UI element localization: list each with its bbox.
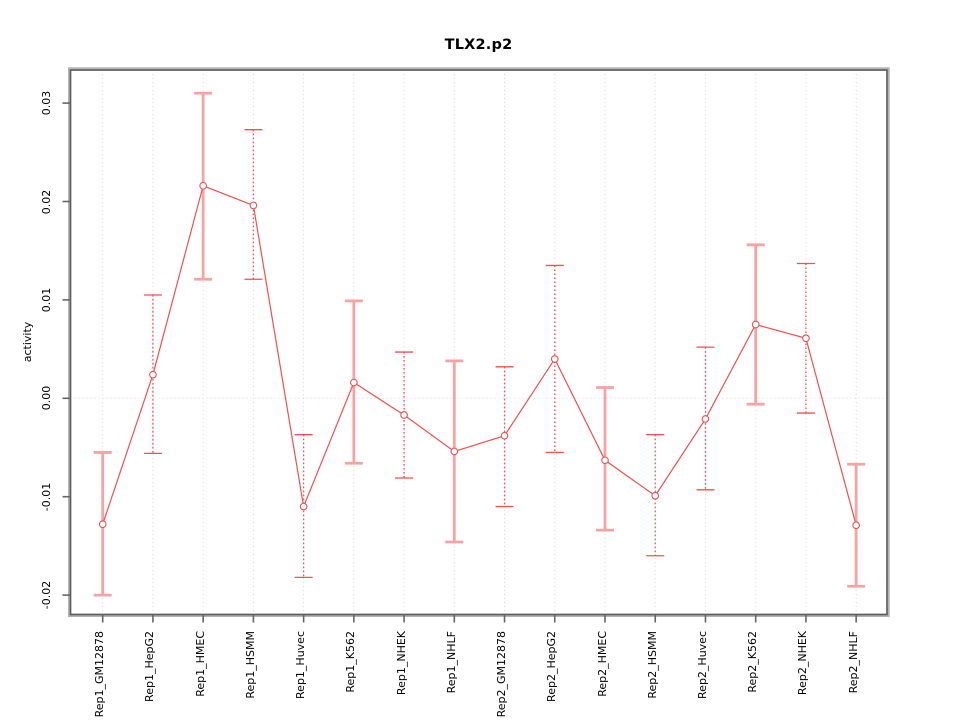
data-point xyxy=(98,520,107,529)
x-tick-label: Rep1_NHEK xyxy=(394,631,408,696)
x-tick-label: Rep1_GM12878 xyxy=(93,631,107,718)
data-point xyxy=(249,201,258,210)
y-tick-label: -0.01 xyxy=(40,482,53,511)
plot-frame xyxy=(69,69,888,616)
y-tick-label: 0.00 xyxy=(40,386,53,411)
data-point xyxy=(751,320,760,329)
x-tick-label: Rep2_GM12878 xyxy=(495,631,509,718)
x-tick-label: Rep1_HMEC xyxy=(193,631,207,697)
data-point xyxy=(651,491,660,500)
data-point xyxy=(550,355,559,363)
x-tick-label: Rep2_NHEK xyxy=(796,631,810,696)
x-tick-label: Rep2_NHLF xyxy=(846,631,860,694)
data-point xyxy=(350,378,358,387)
data-point xyxy=(852,521,861,530)
data-line xyxy=(102,184,857,526)
y-tick-label: 0.02 xyxy=(40,189,53,214)
data-point xyxy=(450,447,459,456)
x-tick-label: Rep1_HepG2 xyxy=(143,631,157,702)
x-tick-label: Rep2_HSMM xyxy=(645,631,659,699)
data-point xyxy=(400,411,408,419)
x-tick-label: Rep2_HMEC xyxy=(595,631,609,697)
plot-frame-outer xyxy=(68,67,890,618)
x-tick-label: Rep1_HSMM xyxy=(243,631,257,699)
x-tick-label: Rep1_K562 xyxy=(344,631,358,693)
data-point xyxy=(802,334,810,343)
x-tick-label: Rep2_HepG2 xyxy=(545,631,559,702)
y-tick-label: 0.03 xyxy=(40,90,53,116)
chart-title: TLX2.p2 xyxy=(444,37,513,53)
x-tick-label: Rep2_K562 xyxy=(746,631,760,693)
x-tick-label: Rep2_Huvec xyxy=(695,631,709,699)
data-point xyxy=(199,181,208,190)
data-point xyxy=(500,431,509,440)
x-tick-label: Rep1_Huvec xyxy=(294,631,308,699)
data-point xyxy=(601,456,609,465)
y-tick-label: 0.01 xyxy=(40,287,53,313)
data-point xyxy=(299,502,308,511)
y-tick-label: -0.02 xyxy=(40,580,53,610)
x-tick-label: Rep1_NHLF xyxy=(444,631,458,694)
data-point xyxy=(149,370,157,379)
data-point xyxy=(701,415,710,423)
